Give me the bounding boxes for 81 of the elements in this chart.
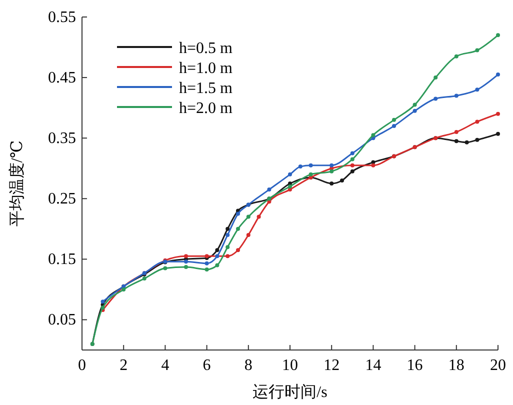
point [475, 48, 480, 52]
point [454, 54, 458, 58]
x-tick-label: 8 [244, 357, 252, 374]
point [496, 112, 500, 116]
point [100, 300, 105, 304]
point [288, 172, 292, 176]
point [496, 72, 500, 77]
point [475, 88, 480, 92]
x-tick-label: 14 [365, 357, 382, 374]
point [236, 226, 240, 231]
point [246, 232, 250, 237]
point [226, 226, 230, 231]
point [215, 254, 220, 258]
point [475, 120, 480, 124]
point [371, 163, 376, 168]
point [496, 132, 500, 136]
point [454, 130, 458, 134]
point [267, 188, 272, 192]
x-tick-label: 6 [202, 357, 211, 374]
y-tick-label: 0.25 [48, 190, 76, 208]
x-tick-label: 4 [161, 357, 170, 374]
y-tick-label: 0.15 [48, 251, 76, 268]
y-tick-label: 0.05 [48, 312, 76, 329]
point [308, 172, 313, 176]
point [350, 163, 354, 168]
point [204, 261, 209, 266]
legend-label: h=1.5 m [179, 80, 234, 97]
point [412, 102, 417, 107]
point [246, 214, 250, 219]
x-tick-label: 0 [78, 357, 86, 374]
point [392, 118, 396, 122]
point [308, 163, 313, 168]
x-axis-title: 运行时间/s [252, 383, 328, 401]
point [215, 263, 220, 268]
x-tick-label: 12 [324, 357, 340, 374]
point [226, 232, 230, 237]
point [215, 248, 220, 252]
point [371, 133, 376, 138]
point [392, 124, 396, 128]
y-tick-label: 0.45 [48, 70, 76, 87]
point [256, 214, 261, 219]
x-tick-label: 2 [120, 357, 128, 374]
point [464, 140, 469, 144]
point [340, 178, 344, 182]
point [350, 151, 354, 156]
point [226, 254, 230, 258]
point [350, 157, 354, 162]
legend-label: h=1.0 m [179, 60, 234, 77]
point [475, 138, 480, 142]
point [298, 164, 302, 169]
x-tick-label: 16 [406, 357, 423, 374]
point [454, 94, 458, 98]
y-tick-label: 0.35 [48, 130, 76, 148]
point [330, 163, 334, 168]
point [184, 265, 188, 270]
point [142, 276, 146, 281]
point [204, 267, 209, 272]
point [236, 212, 240, 216]
point [434, 76, 438, 80]
point [236, 248, 240, 252]
point [184, 260, 188, 264]
y-tick-label: 0.55 [48, 9, 76, 26]
point [226, 245, 230, 250]
legend-label: h=0.5 m [179, 40, 234, 57]
point [330, 182, 334, 186]
point [163, 266, 168, 270]
point [412, 108, 417, 113]
legend-label: h=2.0 m [179, 100, 234, 117]
x-tick-label: 10 [282, 357, 298, 374]
point [100, 306, 105, 310]
x-tick-label: 18 [448, 357, 464, 374]
point [330, 169, 334, 174]
point [122, 287, 126, 292]
point [454, 139, 458, 144]
y-axis-title: 平均温度/℃ [8, 140, 26, 227]
point [434, 96, 438, 101]
x-tick-label: 20 [490, 357, 506, 374]
point [350, 169, 354, 174]
point [496, 33, 500, 38]
point [184, 254, 188, 258]
point [288, 184, 292, 189]
